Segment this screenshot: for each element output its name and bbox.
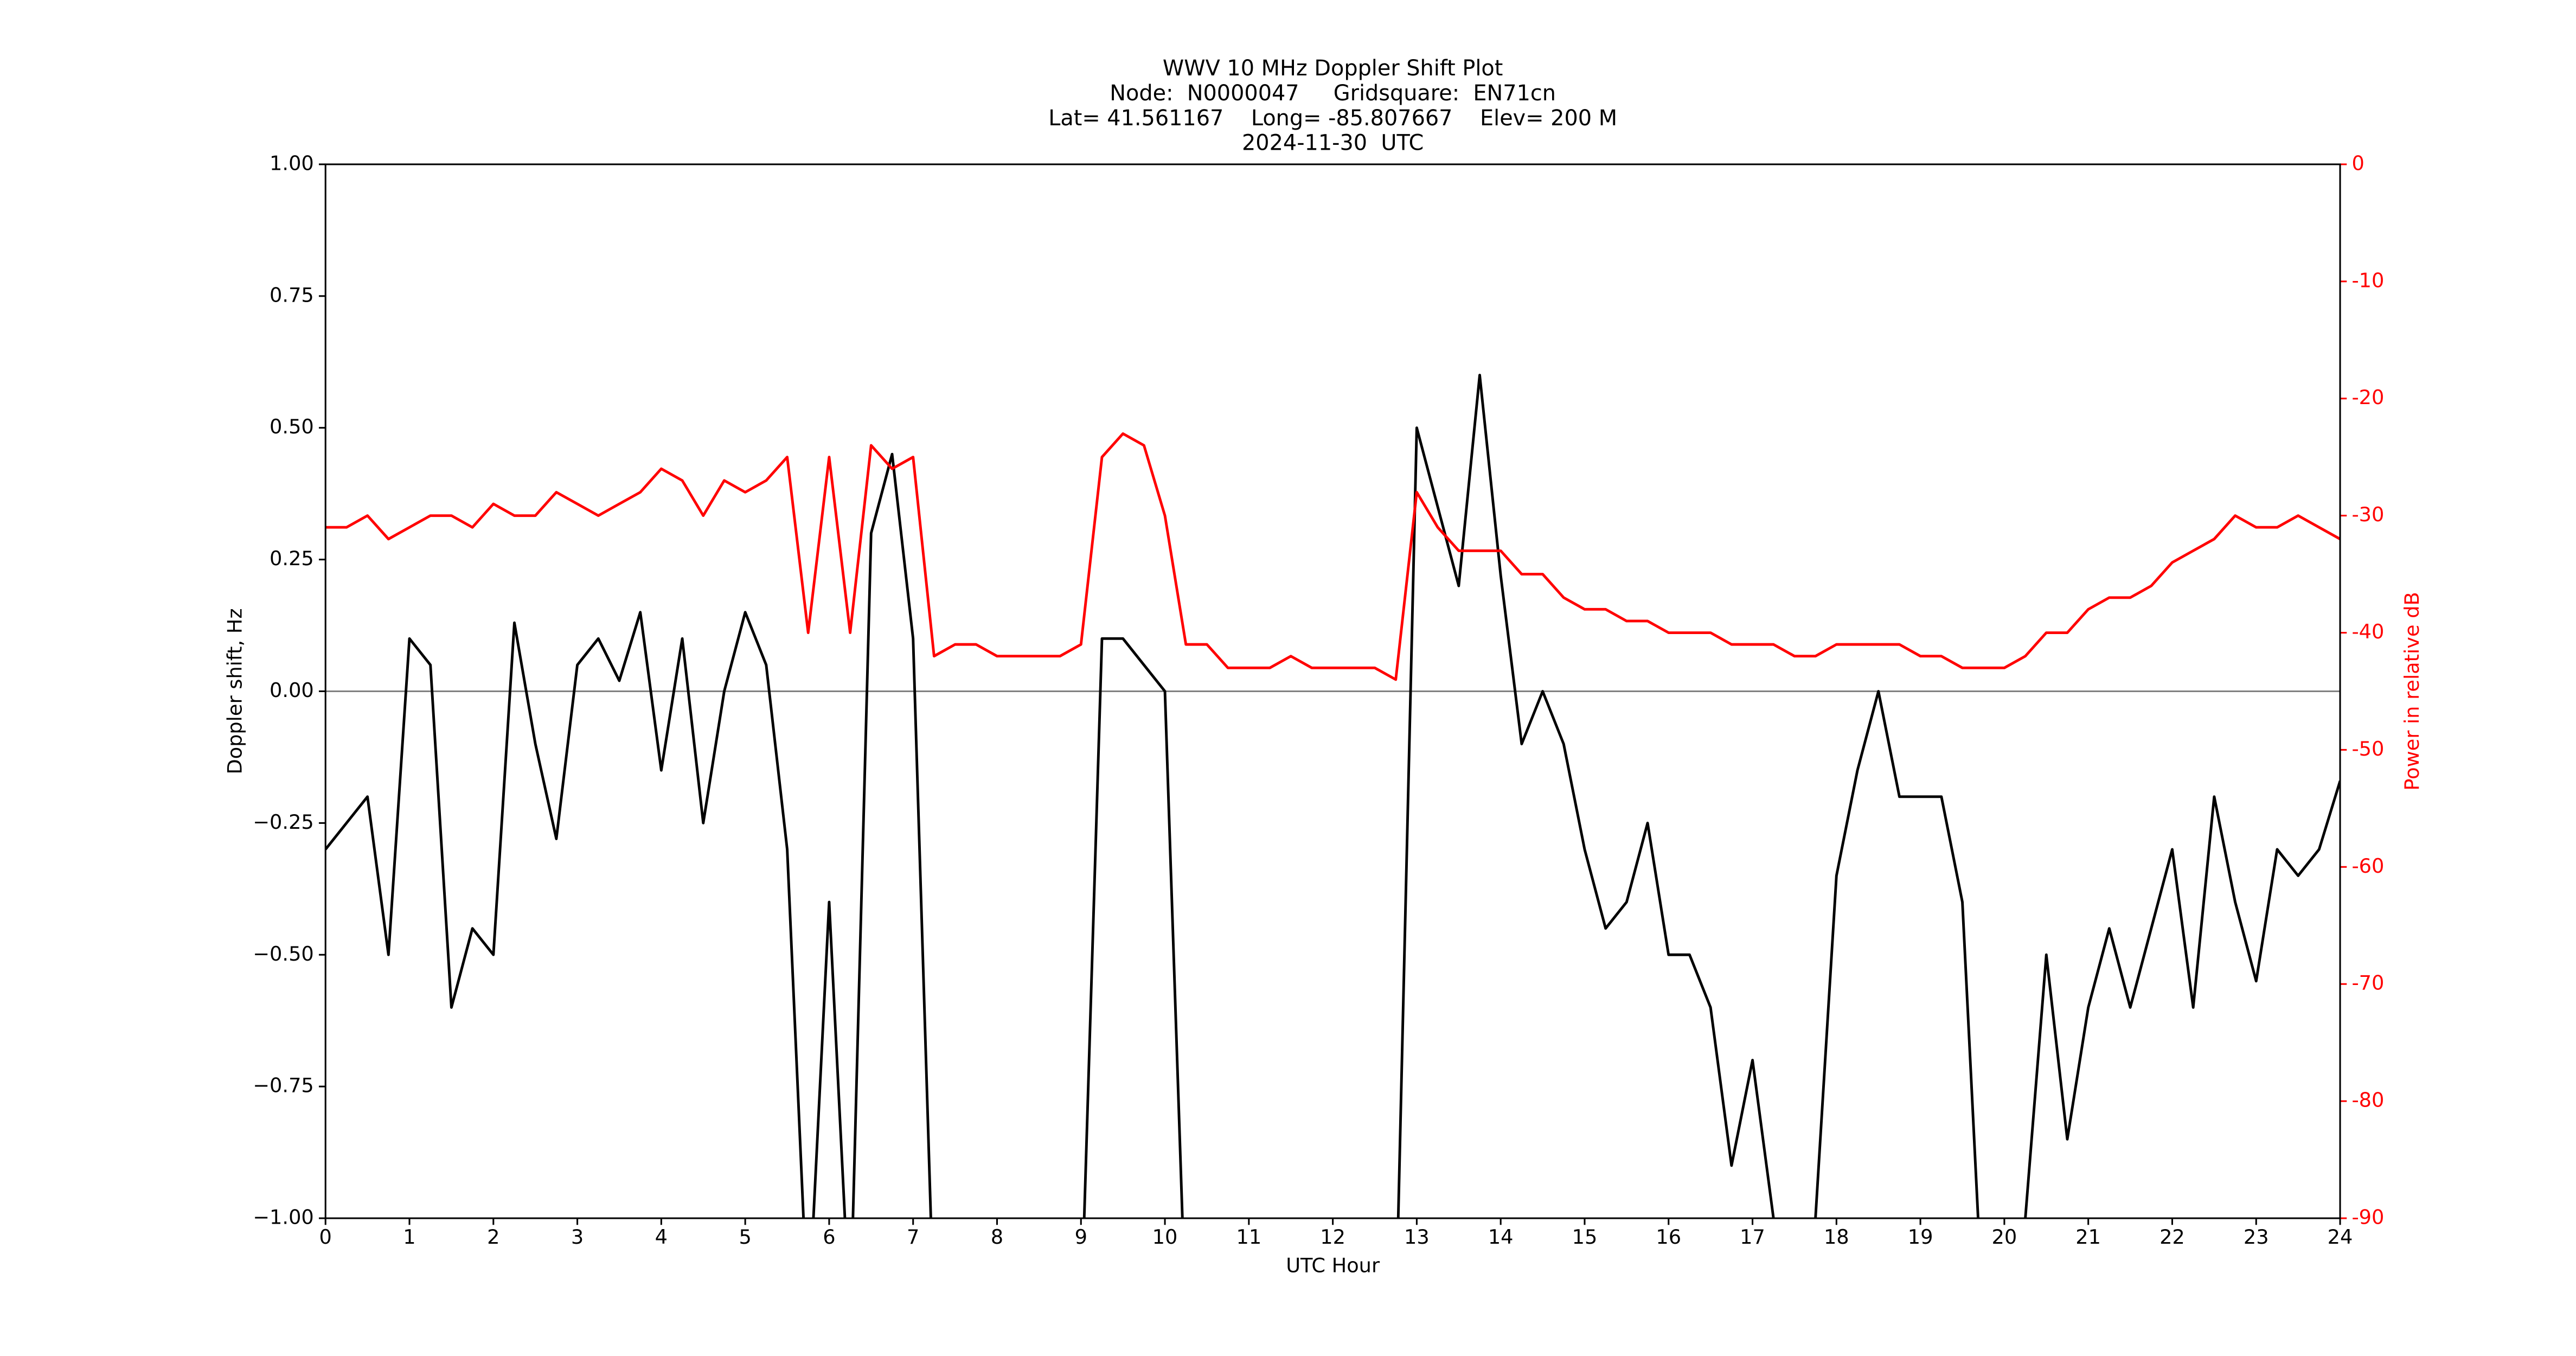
y2-tick-label: -30 bbox=[2351, 503, 2384, 526]
y2-tick-label: -10 bbox=[2351, 268, 2384, 292]
data-line bbox=[325, 374, 2341, 1219]
x-tick-label: 19 bbox=[1908, 1225, 1933, 1249]
y-tick-label: −0.75 bbox=[253, 1074, 313, 1097]
y-axis-label: Doppler shift, Hz bbox=[223, 608, 246, 774]
y2-tick-label: -90 bbox=[2351, 1206, 2384, 1229]
y2-tick-label: -50 bbox=[2351, 737, 2384, 760]
y2-axis-label: Power in relative dB bbox=[2400, 592, 2424, 790]
y-tick-label: 0.00 bbox=[270, 679, 314, 702]
y2-tick-label: -70 bbox=[2351, 971, 2384, 995]
x-tick-label: 22 bbox=[2160, 1225, 2185, 1249]
x-tick-label: 23 bbox=[2244, 1225, 2269, 1249]
y2-tick-label: -20 bbox=[2351, 386, 2384, 409]
x-axis-label: UTC Hour bbox=[1286, 1253, 1380, 1277]
chart-title: 2024-11-30 UTC bbox=[1242, 131, 1424, 156]
y2-tick-label: -80 bbox=[2351, 1089, 2384, 1112]
x-tick-label: 6 bbox=[823, 1225, 835, 1249]
x-tick-label: 20 bbox=[1992, 1225, 2017, 1249]
plot-area bbox=[325, 374, 2341, 1219]
x-tick-label: 8 bbox=[991, 1225, 1003, 1249]
x-tick-label: 16 bbox=[1656, 1225, 1681, 1249]
plot-frame bbox=[324, 163, 2341, 1219]
data-line bbox=[325, 432, 2341, 681]
x-tick-label: 2 bbox=[487, 1225, 499, 1249]
x-tick-label: 3 bbox=[571, 1225, 584, 1249]
y-tick-label: 0.75 bbox=[270, 283, 314, 306]
x-tick-label: 21 bbox=[2075, 1225, 2101, 1249]
y-tick-label: −0.50 bbox=[253, 942, 313, 965]
x-tick-label: 10 bbox=[1152, 1225, 1178, 1249]
chart-title: WWV 10 MHz Doppler Shift Plot bbox=[1163, 56, 1503, 81]
x-tick-label: 13 bbox=[1404, 1225, 1430, 1249]
y2-tick-label: -60 bbox=[2351, 854, 2384, 878]
chart-title: Node: N0000047 Gridsquare: EN71cn bbox=[1110, 81, 1556, 106]
y-tick-label: 0.25 bbox=[270, 547, 314, 570]
x-tick-label: 17 bbox=[1740, 1225, 1765, 1249]
x-tick-label: 14 bbox=[1488, 1225, 1514, 1249]
y-tick-label: −0.25 bbox=[253, 810, 313, 834]
x-tick-label: 0 bbox=[319, 1225, 332, 1249]
y-tick-label: 0.50 bbox=[270, 415, 314, 438]
x-tick-label: 1 bbox=[403, 1225, 415, 1249]
x-tick-label: 4 bbox=[655, 1225, 668, 1249]
x-tick-label: 9 bbox=[1075, 1225, 1087, 1249]
x-tick-label: 11 bbox=[1236, 1225, 1261, 1249]
y2-tick-label: 0 bbox=[2351, 151, 2364, 175]
x-tick-label: 15 bbox=[1572, 1225, 1598, 1249]
y-tick-label: −1.00 bbox=[253, 1206, 313, 1229]
x-tick-label: 7 bbox=[907, 1225, 919, 1249]
x-tick-label: 5 bbox=[739, 1225, 751, 1249]
x-tick-label: 12 bbox=[1320, 1225, 1345, 1249]
y-tick-label: 1.00 bbox=[270, 151, 314, 175]
x-tick-label: 24 bbox=[2328, 1225, 2353, 1249]
y2-tick-label: -40 bbox=[2351, 620, 2384, 643]
chart-title: Lat= 41.561167 Long= -85.807667 Elev= 20… bbox=[1048, 106, 1617, 131]
x-tick-label: 18 bbox=[1824, 1225, 1849, 1249]
